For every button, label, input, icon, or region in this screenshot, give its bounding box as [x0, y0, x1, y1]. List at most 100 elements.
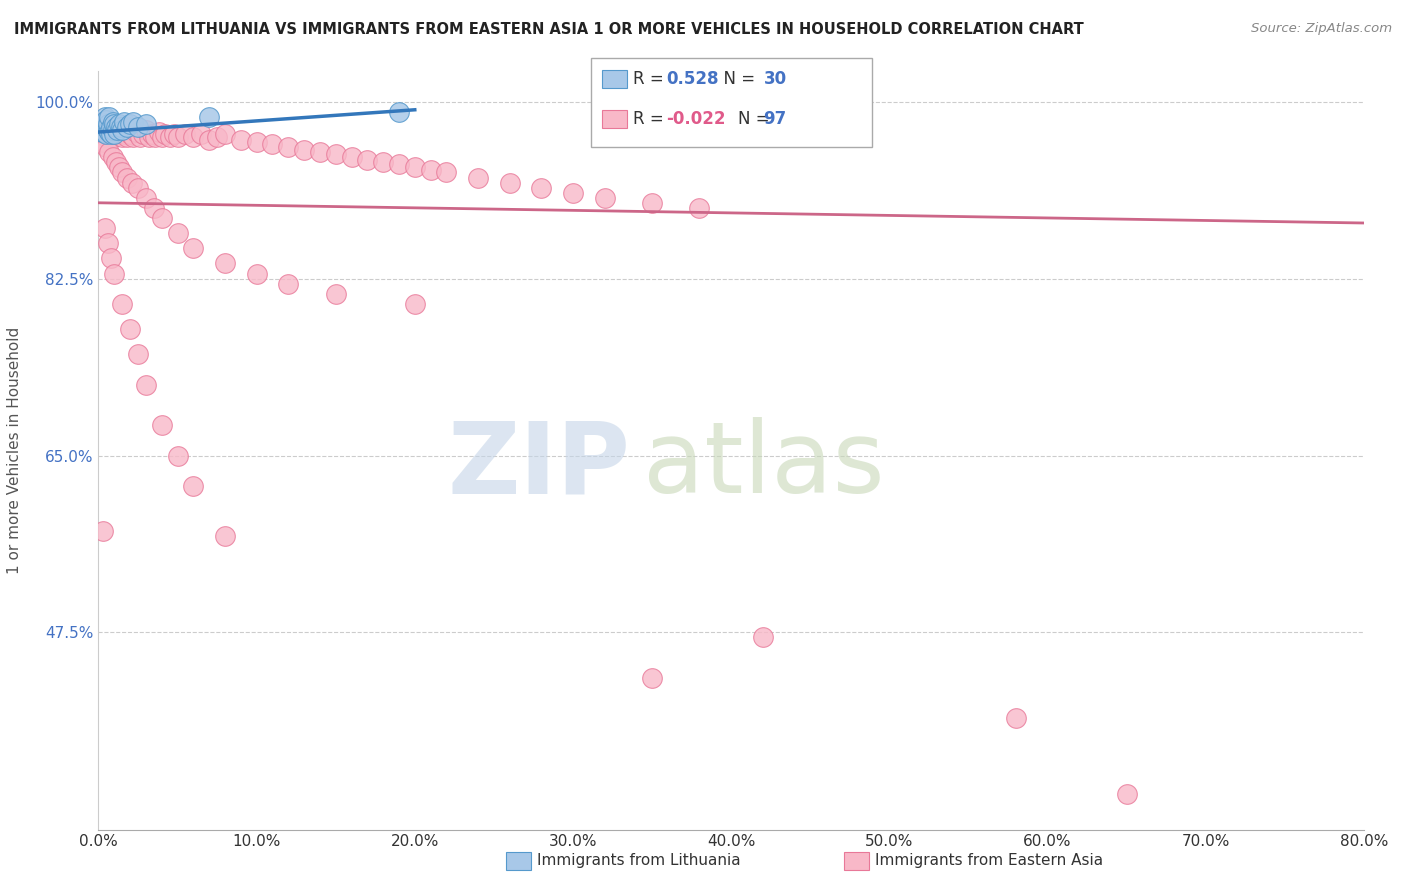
Point	[97, 117, 120, 131]
Point	[104, 155, 127, 169]
Point	[101, 150, 124, 164]
Point	[120, 127, 141, 141]
Point	[309, 145, 332, 160]
Point	[91, 115, 114, 129]
Point	[111, 297, 134, 311]
Point	[96, 130, 118, 145]
Point	[96, 127, 118, 141]
Point	[108, 117, 131, 131]
Point	[292, 143, 315, 157]
Point	[404, 161, 426, 175]
Point	[97, 236, 120, 251]
Point	[98, 125, 121, 139]
Point	[122, 115, 145, 129]
Point	[1004, 711, 1026, 725]
Point	[127, 180, 149, 194]
Point	[111, 130, 134, 145]
Point	[98, 145, 121, 160]
Point	[111, 165, 134, 179]
Point	[419, 163, 441, 178]
Point	[277, 140, 299, 154]
Point	[325, 147, 347, 161]
Point	[205, 130, 228, 145]
Point	[103, 127, 125, 141]
Point	[135, 191, 157, 205]
Point	[97, 123, 120, 137]
Point	[498, 176, 520, 190]
Text: 30: 30	[763, 70, 786, 88]
Point	[593, 191, 616, 205]
Point	[96, 120, 118, 134]
Point	[371, 155, 394, 169]
Point	[117, 123, 139, 137]
Point	[229, 133, 252, 147]
Point	[388, 104, 411, 119]
Point	[148, 125, 170, 139]
Point	[110, 125, 132, 139]
Point	[135, 377, 157, 392]
Point	[127, 347, 149, 361]
Point	[90, 125, 112, 139]
Point	[127, 120, 149, 134]
Point	[121, 176, 143, 190]
Point	[183, 241, 205, 255]
Point	[122, 130, 145, 145]
Point	[101, 115, 124, 129]
Text: IMMIGRANTS FROM LITHUANIA VS IMMIGRANTS FROM EASTERN ASIA 1 OR MORE VEHICLES IN : IMMIGRANTS FROM LITHUANIA VS IMMIGRANTS …	[14, 22, 1084, 37]
Point	[110, 120, 132, 134]
Point	[93, 125, 117, 139]
Point	[104, 120, 127, 134]
Point	[1115, 787, 1137, 801]
Point	[91, 135, 114, 149]
Point	[641, 195, 664, 210]
Text: Source: ZipAtlas.com: Source: ZipAtlas.com	[1251, 22, 1392, 36]
Point	[103, 130, 125, 145]
Point	[104, 123, 127, 137]
Text: 0.528: 0.528	[666, 70, 718, 88]
Point	[135, 123, 157, 137]
Point	[214, 127, 236, 141]
Point	[190, 127, 212, 141]
Point	[101, 125, 124, 139]
Point	[246, 135, 269, 149]
Point	[93, 120, 117, 134]
Point	[107, 127, 129, 141]
Point	[150, 418, 173, 433]
Point	[153, 127, 176, 141]
Point	[115, 120, 138, 134]
Point	[246, 267, 269, 281]
Point	[107, 123, 129, 137]
Point	[751, 631, 773, 645]
Point	[145, 130, 166, 145]
Point	[436, 165, 458, 179]
Point	[135, 117, 157, 131]
Text: Immigrants from Eastern Asia: Immigrants from Eastern Asia	[875, 854, 1102, 868]
Point	[163, 127, 186, 141]
Point	[128, 130, 150, 145]
Point	[150, 211, 173, 225]
Point	[96, 140, 118, 154]
Point	[132, 127, 155, 141]
Point	[115, 170, 138, 185]
Point	[101, 123, 124, 137]
Point	[91, 120, 114, 134]
Point	[103, 117, 125, 131]
Point	[142, 201, 165, 215]
Text: ZIP: ZIP	[447, 417, 630, 514]
Point	[91, 524, 114, 539]
Point	[112, 123, 135, 137]
Point	[103, 267, 125, 281]
Point	[641, 671, 664, 685]
Point	[108, 120, 131, 134]
Point	[96, 112, 118, 127]
Point	[262, 137, 284, 152]
Point	[467, 170, 489, 185]
Point	[166, 226, 188, 240]
Point	[93, 110, 117, 124]
Text: -0.022: -0.022	[666, 110, 725, 128]
Text: N =: N =	[738, 110, 775, 128]
Point	[98, 127, 121, 141]
Point	[198, 133, 221, 147]
Point	[530, 180, 553, 194]
Text: N =: N =	[713, 70, 761, 88]
